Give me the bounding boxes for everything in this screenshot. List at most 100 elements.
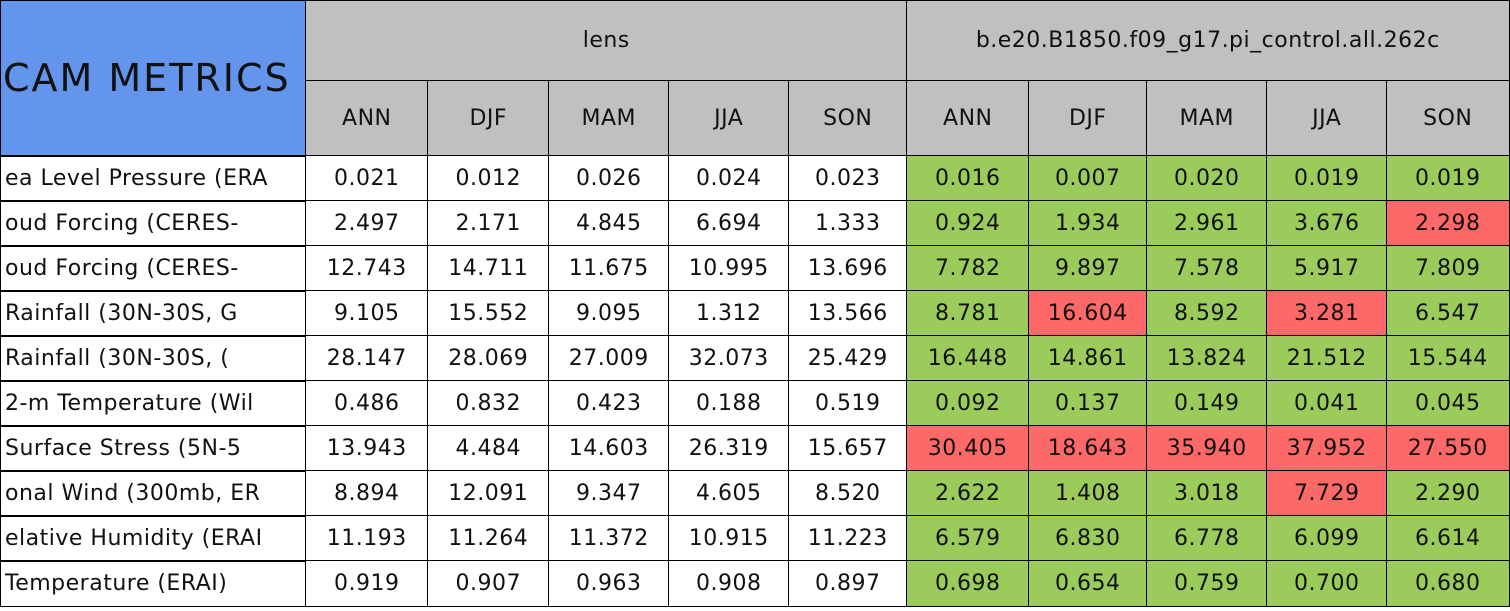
value-cell: 0.919 (305, 560, 429, 607)
value-cell: 30.405 (906, 425, 1030, 472)
value-cell: 16.604 (1028, 290, 1148, 337)
value-cell: 21.512 (1266, 335, 1388, 382)
value-cell: 6.694 (668, 200, 790, 247)
value-cell: 15.544 (1386, 335, 1510, 382)
value-cell: 6.099 (1266, 515, 1388, 562)
value-cell: 0.907 (427, 560, 550, 607)
season-header: MAM (1146, 80, 1268, 157)
row-label: Surface Stress (5N-5 (0, 425, 307, 472)
value-cell: 9.897 (1028, 245, 1148, 292)
value-cell: 10.995 (668, 245, 790, 292)
value-cell: 0.423 (548, 380, 670, 427)
value-cell: 0.007 (1028, 155, 1148, 202)
value-cell: 8.520 (788, 470, 908, 517)
value-cell: 13.943 (305, 425, 429, 472)
season-header: JJA (1266, 80, 1388, 157)
value-cell: 0.924 (906, 200, 1030, 247)
value-cell: 4.484 (427, 425, 550, 472)
value-cell: 12.743 (305, 245, 429, 292)
value-cell: 16.448 (906, 335, 1030, 382)
value-cell: 14.861 (1028, 335, 1148, 382)
row-label: Temperature (ERAI) (0, 560, 307, 607)
value-cell: 0.519 (788, 380, 908, 427)
value-cell: 1.408 (1028, 470, 1148, 517)
value-cell: 32.073 (668, 335, 790, 382)
value-cell: 27.009 (548, 335, 670, 382)
value-cell: 25.429 (788, 335, 908, 382)
value-cell: 15.657 (788, 425, 908, 472)
season-header: SON (788, 80, 908, 157)
value-cell: 15.552 (427, 290, 550, 337)
value-cell: 35.940 (1146, 425, 1268, 472)
value-cell: 2.961 (1146, 200, 1268, 247)
value-cell: 14.711 (427, 245, 550, 292)
value-cell: 0.759 (1146, 560, 1268, 607)
season-header: DJF (1028, 80, 1148, 157)
value-cell: 6.579 (906, 515, 1030, 562)
value-cell: 0.023 (788, 155, 908, 202)
value-cell: 37.952 (1266, 425, 1388, 472)
value-cell: 1.934 (1028, 200, 1148, 247)
value-cell: 1.312 (668, 290, 790, 337)
value-cell: 3.281 (1266, 290, 1388, 337)
season-header: ANN (906, 80, 1030, 157)
value-cell: 6.614 (1386, 515, 1510, 562)
value-cell: 4.605 (668, 470, 790, 517)
value-cell: 27.550 (1386, 425, 1510, 472)
value-cell: 9.105 (305, 290, 429, 337)
season-header: SON (1386, 80, 1510, 157)
value-cell: 0.020 (1146, 155, 1268, 202)
value-cell: 0.963 (548, 560, 670, 607)
value-cell: 0.897 (788, 560, 908, 607)
value-cell: 3.676 (1266, 200, 1388, 247)
value-cell: 0.654 (1028, 560, 1148, 607)
value-cell: 2.290 (1386, 470, 1510, 517)
value-cell: 0.486 (305, 380, 429, 427)
value-cell: 26.319 (668, 425, 790, 472)
row-label: Rainfall (30N-30S, G (0, 290, 307, 337)
value-cell: 0.137 (1028, 380, 1148, 427)
value-cell: 14.603 (548, 425, 670, 472)
value-cell: 18.643 (1028, 425, 1148, 472)
row-label: Rainfall (30N-30S, ( (0, 335, 307, 382)
value-cell: 11.223 (788, 515, 908, 562)
row-label: 2-m Temperature (Wil (0, 380, 307, 427)
value-cell: 28.147 (305, 335, 429, 382)
row-label: oud Forcing (CERES- (0, 200, 307, 247)
value-cell: 9.095 (548, 290, 670, 337)
value-cell: 8.894 (305, 470, 429, 517)
value-cell: 0.024 (668, 155, 790, 202)
value-cell: 11.193 (305, 515, 429, 562)
value-cell: 0.700 (1266, 560, 1388, 607)
row-label: ea Level Pressure (ERA (0, 155, 307, 202)
value-cell: 0.026 (548, 155, 670, 202)
group-header: b.e20.B1850.f09_g17.pi_control.all.262c (906, 0, 1510, 82)
value-cell: 8.592 (1146, 290, 1268, 337)
group-header: lens (305, 0, 908, 82)
value-cell: 0.012 (427, 155, 550, 202)
season-header: ANN (305, 80, 429, 157)
value-cell: 0.019 (1386, 155, 1510, 202)
value-cell: 3.018 (1146, 470, 1268, 517)
value-cell: 10.915 (668, 515, 790, 562)
value-cell: 8.781 (906, 290, 1030, 337)
title-cell: CAM METRICS (0, 0, 307, 157)
season-header: JJA (668, 80, 790, 157)
row-label: onal Wind (300mb, ER (0, 470, 307, 517)
value-cell: 9.347 (548, 470, 670, 517)
value-cell: 13.566 (788, 290, 908, 337)
value-cell: 0.149 (1146, 380, 1268, 427)
value-cell: 1.333 (788, 200, 908, 247)
value-cell: 4.845 (548, 200, 670, 247)
value-cell: 2.622 (906, 470, 1030, 517)
row-label: oud Forcing (CERES- (0, 245, 307, 292)
value-cell: 6.547 (1386, 290, 1510, 337)
value-cell: 6.830 (1028, 515, 1148, 562)
season-header: MAM (548, 80, 670, 157)
value-cell: 6.778 (1146, 515, 1268, 562)
value-cell: 2.497 (305, 200, 429, 247)
value-cell: 11.372 (548, 515, 670, 562)
value-cell: 0.188 (668, 380, 790, 427)
value-cell: 28.069 (427, 335, 550, 382)
